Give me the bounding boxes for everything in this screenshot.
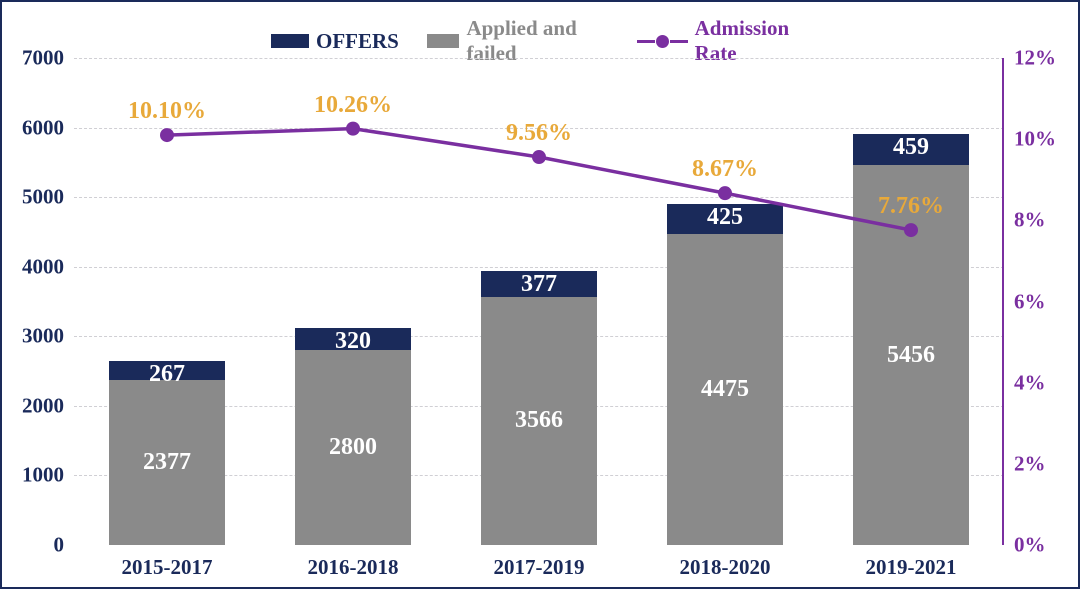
plot-area: 010002000300040005000600070000%2%4%6%8%1… (74, 58, 1004, 545)
y-right-tick: 0% (1004, 533, 1046, 558)
legend-swatch-offers (271, 34, 309, 48)
x-tick-label: 2018-2020 (680, 545, 771, 580)
line-marker (532, 150, 546, 164)
x-tick-label: 2016-2018 (308, 545, 399, 580)
y-left-tick: 1000 (22, 463, 74, 488)
legend-item-offers: OFFERS (271, 29, 399, 54)
rate-data-label: 7.76% (878, 193, 944, 220)
y-left-tick: 5000 (22, 185, 74, 210)
y-right-tick: 4% (1004, 370, 1046, 395)
y-left-tick: 0 (54, 533, 75, 558)
y-right-tick: 2% (1004, 451, 1046, 476)
combo-chart: OFFERS Applied and failed Admission Rate… (0, 0, 1080, 589)
y-left-tick: 6000 (22, 115, 74, 140)
line-marker (718, 186, 732, 200)
x-tick-label: 2015-2017 (122, 545, 213, 580)
rate-data-label: 8.67% (692, 156, 758, 183)
y-right-tick: 12% (1004, 46, 1056, 71)
rate-data-label: 10.26% (314, 92, 392, 119)
line-marker (160, 128, 174, 142)
legend-marker-rate (637, 35, 688, 48)
rate-data-label: 10.10% (128, 98, 206, 125)
y-left-tick: 3000 (22, 324, 74, 349)
line-marker (904, 223, 918, 237)
y-right-tick: 10% (1004, 127, 1056, 152)
y-left-tick: 2000 (22, 393, 74, 418)
rate-data-label: 9.56% (506, 120, 572, 147)
legend-swatch-failed (427, 34, 460, 48)
y-left-tick: 7000 (22, 46, 74, 71)
y-right-tick: 8% (1004, 208, 1046, 233)
y-right-tick: 6% (1004, 289, 1046, 314)
legend-label-offers: OFFERS (316, 29, 399, 54)
line-marker (346, 122, 360, 136)
y-left-tick: 4000 (22, 254, 74, 279)
x-tick-label: 2019-2021 (866, 545, 957, 580)
x-tick-label: 2017-2019 (494, 545, 585, 580)
